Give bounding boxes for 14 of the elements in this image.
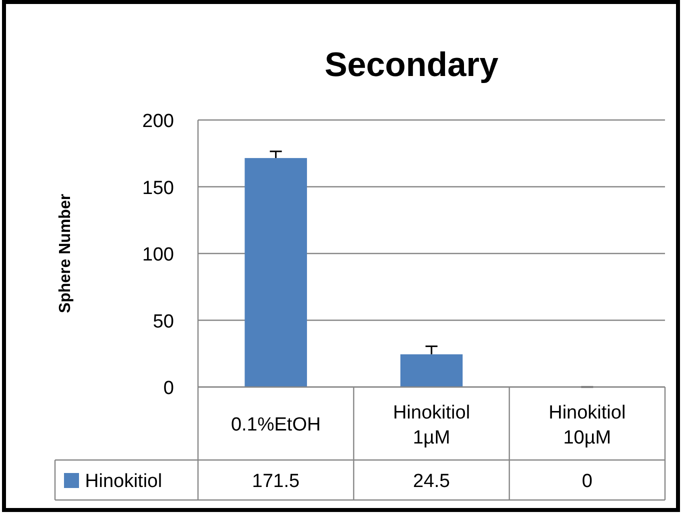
legend-label: Hinokitiol xyxy=(85,471,162,492)
y-tick-label: 100 xyxy=(142,244,174,266)
data-label: 24.5 xyxy=(413,471,450,492)
data-label: 0 xyxy=(582,471,592,492)
y-tick-label: 200 xyxy=(142,111,174,132)
y-tick-label: 0 xyxy=(163,378,174,399)
y-tick-label: 150 xyxy=(142,178,174,199)
x-tick-label: Hinokitiol 10µM xyxy=(548,402,626,448)
y-tick-label: 50 xyxy=(152,311,174,332)
x-tick-label: 0.1%EtOH xyxy=(230,414,321,436)
y-axis-title: Sphere Number xyxy=(57,194,74,314)
data-label: 171.5 xyxy=(252,471,300,492)
x-tick-label: Hinokitiol 1µM xyxy=(392,402,470,448)
chart-title: Secondary xyxy=(324,46,499,84)
